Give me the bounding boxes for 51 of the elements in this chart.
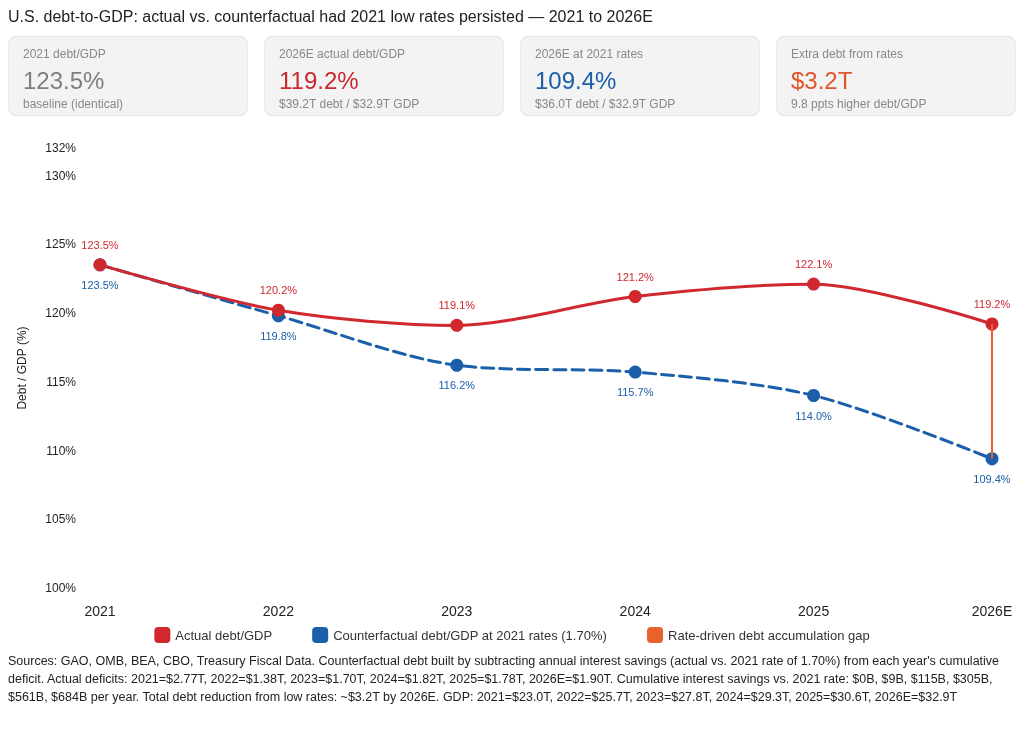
text: 119.2% [279, 67, 360, 95]
text: baseline (identical) [23, 97, 125, 111]
point [450, 358, 464, 372]
data-label: 120.2% [259, 284, 298, 297]
x-tick-label: 2023 [441, 603, 473, 619]
data-label: 123.5% [81, 238, 119, 251]
data-label: 115.7% [616, 386, 654, 399]
text: 109.4% [535, 67, 618, 95]
y-tick-label: 100% [45, 581, 77, 595]
x-tick-label: 2022 [262, 603, 295, 619]
text: 2021 debt/GDP [23, 47, 107, 61]
text: 2026E at 2021 rates [535, 47, 645, 61]
point [450, 318, 464, 332]
text: 9.8 ppts higher debt/GDP [791, 97, 928, 111]
text: $36.0T debt / $32.9T GDP [535, 97, 677, 111]
point [271, 303, 285, 317]
text: $39.2T debt / $32.9T GDP [279, 97, 421, 111]
point [807, 277, 821, 291]
text: 123.5% [23, 67, 106, 95]
data-label: 122.1% [794, 258, 833, 271]
data-label: 116.2% [438, 379, 476, 392]
data-label: 121.2% [616, 270, 655, 283]
source-note: Sources: GAO, OMB, BEA, CBO, Treasury Fiscal Data. Counterfactual debt built by subtracting annual interest savings (actual vs. 2021 rate of 1.70%) from each year's cumulative deficit. Actual deficits: 2021=$2.77T, 2022=$1.38T, 2023=$1.70T, 2024=$1.82T, 2025=$1.78T, 2026E=$1.90T. Cumulative interest savings vs. 2021 rate: $0B, $9B, $115B, $305B, $561B, $684B per year. Total debt reduction from low rates: ~$3.2T by 2026E. GDP: 2021=$23.0T, 2022=$25.7T, 2023=$27.8T, 2024=$29.3T, 2025=$30.6T, 2026E=$32.9T [8, 653, 1001, 706]
data-label: 123.5% [81, 278, 119, 291]
point [628, 290, 642, 303]
data-label: 119.1% [438, 299, 476, 312]
text: Extra debt from rates [791, 47, 905, 61]
y-tick-label: 130% [45, 168, 77, 183]
data-label: 114.0% [795, 409, 833, 422]
legend-label: Actual debt/GDP [175, 627, 273, 643]
data-label: 109.4% [973, 472, 1011, 485]
x-tick-label: 2021 [84, 603, 116, 619]
y-tick-label: 132% [45, 141, 77, 155]
x-tick-label: 2026E [971, 603, 1013, 619]
data-label: 119.8% [260, 329, 297, 342]
x-tick-label: 2024 [619, 603, 651, 619]
data-label: 119.2% [973, 298, 1011, 310]
point [628, 365, 642, 379]
chart-title: U.S. debt-to-GDP: actual vs. counterfactual had 2021 low rates persisted — 2021 to 2026E [8, 8, 654, 26]
text: $3.2T [791, 67, 854, 95]
y-tick-label: 115% [46, 374, 77, 389]
text: 2026E actual debt/GDP [279, 47, 407, 61]
y-tick-label: 120% [45, 306, 77, 320]
y-tick-label: 105% [45, 512, 77, 527]
legend-label: Counterfactual debt/GDP at 2021 rates (1.70%) [333, 627, 607, 643]
legend-label: Rate-driven debt accumulation gap [668, 627, 870, 643]
y-tick-label: 110% [46, 443, 77, 458]
point [807, 389, 821, 402]
y-tick-label: 125% [45, 237, 77, 252]
x-tick-label: 2025 [798, 603, 830, 619]
y-axis-title: Debt / GDP (%) [15, 326, 29, 410]
